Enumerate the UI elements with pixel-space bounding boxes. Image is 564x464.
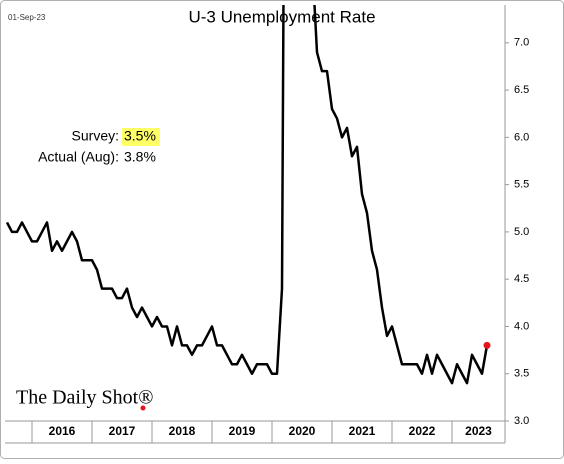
plot-area [5, 5, 489, 385]
actual-value: 3.8% [124, 149, 156, 165]
y-tick-label: 3.5 [514, 368, 529, 380]
last-point [483, 341, 491, 349]
x-tick-label: 2017 [109, 424, 136, 438]
survey-value: 3.5% [124, 128, 156, 144]
highlight [122, 128, 160, 146]
logo-dot [140, 405, 146, 411]
x-tick-label: 2016 [49, 424, 76, 438]
y-tick-label: 6.0 [514, 131, 529, 143]
y-tick-label: 7.0 [514, 37, 529, 49]
x-tick-label: 2022 [409, 424, 436, 438]
actual-label: Actual (Aug): [38, 149, 119, 165]
y-tick-label: 4.5 [514, 273, 529, 285]
y-tick-label: 4.0 [514, 320, 529, 332]
y-tick-label: 6.5 [514, 84, 529, 96]
y-tick-label: 5.5 [514, 179, 529, 191]
x-tick-label: 2019 [229, 424, 256, 438]
data-line [5, 5, 489, 385]
y-tick-label: 5.0 [514, 226, 529, 238]
survey-label: Survey: [72, 128, 119, 144]
source-logo: The Daily Shot® [16, 387, 153, 409]
x-tick-label: 2021 [349, 424, 376, 438]
date-label: 01-Sep-23 [8, 13, 46, 22]
x-tick-label: 2018 [169, 424, 196, 438]
x-tick-label: 2023 [465, 424, 492, 438]
chart-title: U-3 Unemployment Rate [188, 7, 375, 26]
y-tick-label: 3.0 [514, 415, 529, 427]
x-tick-label: 2020 [289, 424, 316, 438]
